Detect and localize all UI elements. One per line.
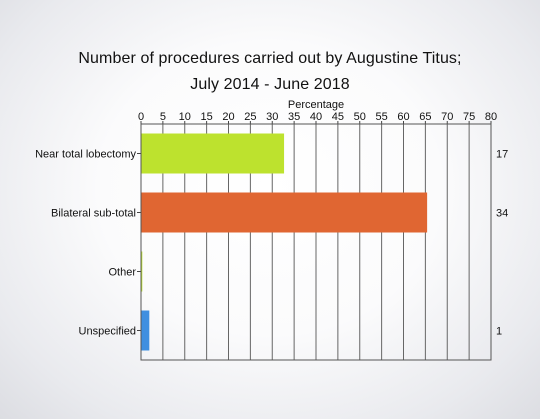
category-label: Bilateral sub-total (51, 208, 136, 220)
count-label: 34 (496, 208, 508, 220)
x-tick-label: 25 (244, 111, 256, 123)
x-tick-label: 40 (310, 111, 322, 123)
count-label: 1 (496, 326, 502, 338)
x-axis-ticks: 0 5 10 15 20 25 30 35 40 45 50 55 60 65 70 75 80 (138, 111, 497, 124)
category-labels: Near total lobectomy Bilateral sub-total O… (35, 149, 136, 338)
x-tick-label: 15 (201, 111, 213, 123)
plot-frame (140, 123, 492, 361)
chart-title: Number of procedures carried out by Augu… (78, 50, 462, 67)
x-tick-label: 75 (463, 111, 475, 123)
x-tick-label: 10 (179, 111, 191, 123)
x-tick-label: 80 (485, 111, 497, 123)
category-label: Unspecified (79, 326, 136, 338)
x-tick-label: 20 (222, 111, 234, 123)
x-tick-label: 70 (441, 111, 453, 123)
x-tick-label: 5 (160, 111, 166, 123)
bars (137, 133, 428, 351)
count-labels: 17 34 1 (496, 149, 508, 338)
bar (141, 192, 428, 233)
chart-subtitle: July 2014 - June 2018 (190, 76, 350, 93)
x-axis-title: Percentage (288, 99, 344, 111)
x-tick-label: 0 (138, 111, 144, 123)
x-tick-label: 45 (332, 111, 344, 123)
x-tick-label: 60 (397, 111, 409, 123)
category-label: Other (108, 267, 136, 279)
x-tick-label: 55 (376, 111, 388, 123)
bar (141, 251, 143, 292)
x-tick-label: 35 (288, 111, 300, 123)
bar (141, 310, 150, 351)
count-label: 17 (496, 149, 508, 161)
bar (141, 133, 285, 174)
category-label: Near total lobectomy (35, 149, 136, 161)
x-tick-label: 30 (266, 111, 278, 123)
x-tick-label: 65 (419, 111, 431, 123)
gridlines (140, 124, 492, 360)
x-tick-label: 50 (354, 111, 366, 123)
